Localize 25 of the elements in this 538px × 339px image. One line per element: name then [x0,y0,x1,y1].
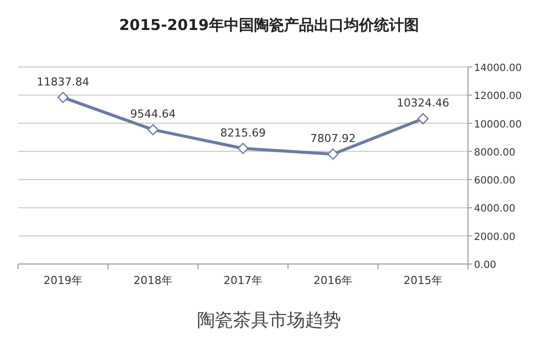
point [237,142,249,154]
y-tick-label: 8000.00 [474,147,516,158]
x-tick-label: 2018年 [134,274,172,287]
y-tick-label: 6000.00 [474,176,516,187]
x-tick-label: 2019年 [44,274,82,287]
chart-title: 2015-2019年中国陶瓷产品出口均价统计图 [119,16,419,34]
data-label: 11837.84 [36,75,90,88]
point [147,124,159,136]
point [327,148,339,160]
x-tick-label: 2015年 [404,274,442,287]
data-label: 10324.46 [396,96,450,110]
y-tick-label: 12000.00 [474,91,522,102]
point [417,113,429,124]
x-tick-label: 2016年 [314,274,352,287]
y-tick-label: 2000.00 [474,232,516,243]
data-label: 9544.64 [130,108,176,121]
y-tick-label: 14000.00 [474,63,522,74]
x-tick-label: 2017年 [224,274,262,287]
point [57,92,69,104]
data-label: 8215.69 [220,126,266,140]
text: 陶瓷茶具市场趋势 [197,310,341,331]
y-tick-label: 4000.00 [474,204,516,215]
data-label: 7807.92 [310,132,356,146]
y-tick-label: 10000.00 [474,119,522,130]
y-tick-label: 0.00 [474,260,496,271]
